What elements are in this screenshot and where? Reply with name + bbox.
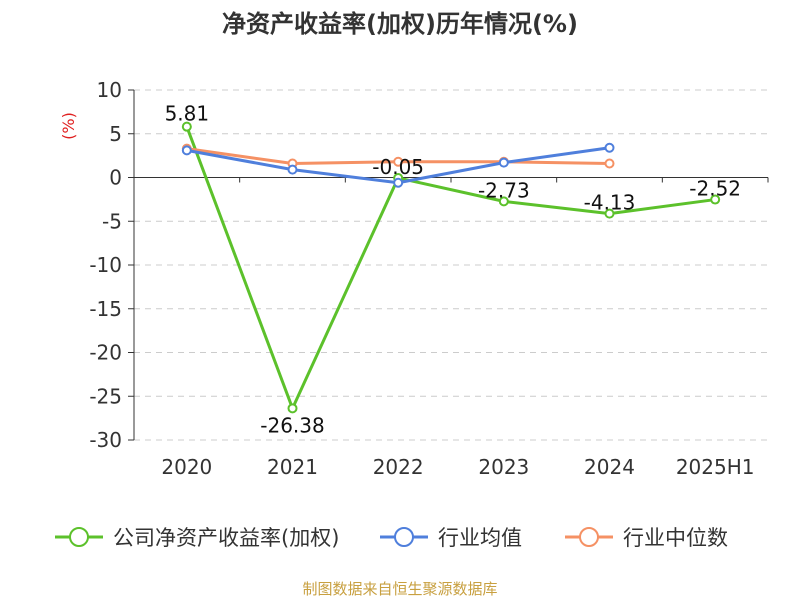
data-point [604,158,615,169]
y-tick-label: 10 [97,78,122,102]
legend-swatch-marker [579,527,599,547]
data-label: -0.05 [372,155,424,179]
data-point [181,121,192,132]
data-point [393,156,404,167]
legend-swatch-marker [69,527,89,547]
y-tick-label: 0 [109,166,122,190]
y-tick-label: -20 [89,341,122,365]
legend-label: 行业中位数 [623,526,728,550]
y-tick-label: -30 [89,428,122,452]
data-point [287,164,298,175]
y-tick-label: -15 [89,297,122,321]
series-line-0 [185,126,716,410]
legend-label: 公司净资产收益率(加权) [113,526,339,550]
y-tick-label: 5 [109,122,122,146]
chart-title: 净资产收益率(加权)历年情况(%) [222,10,578,38]
data-point [710,194,721,205]
data-point [498,157,509,168]
data-label: 5.81 [165,102,210,126]
x-tick-label: 2022 [373,455,424,479]
axes: 10 5 0 -5 -10 -15 -20 -25 -30 2020 2021 2022 2023 202… [89,78,769,479]
legend-label: 行业均值 [438,526,522,550]
y-tick-label: -10 [89,253,122,277]
y-tick-label: -5 [102,209,122,233]
x-tick-label: 2023 [478,455,529,479]
data-label: -2.52 [689,177,741,201]
x-tick-label: 2025H1 [676,455,755,479]
series-lines [181,121,721,414]
grid-lines [134,89,768,441]
y-axis-unit-label: (%) [59,112,78,140]
data-point [181,145,192,156]
data-point [498,196,509,207]
y-tick-label: -25 [89,384,122,408]
data-point [393,177,404,188]
data-label: -2.73 [478,178,530,202]
data-point [604,208,615,219]
data-point [604,142,615,153]
x-tick-label: 2021 [267,455,318,479]
data-point [287,403,298,414]
x-tick-label: 2020 [161,455,212,479]
legend: 公司净资产收益率(加权) 行业均值 行业中位数 [55,526,728,550]
data-labels: 5.81 -26.38 -0.05 -2.73 -4.13 -2.52 [165,102,741,438]
data-label: -26.38 [260,413,324,437]
data-label: -4.13 [584,191,636,215]
data-source-note: 制图数据来自恒生聚源数据库 [302,580,497,598]
legend-swatch-marker [394,527,414,547]
x-tick-label: 2024 [584,455,635,479]
